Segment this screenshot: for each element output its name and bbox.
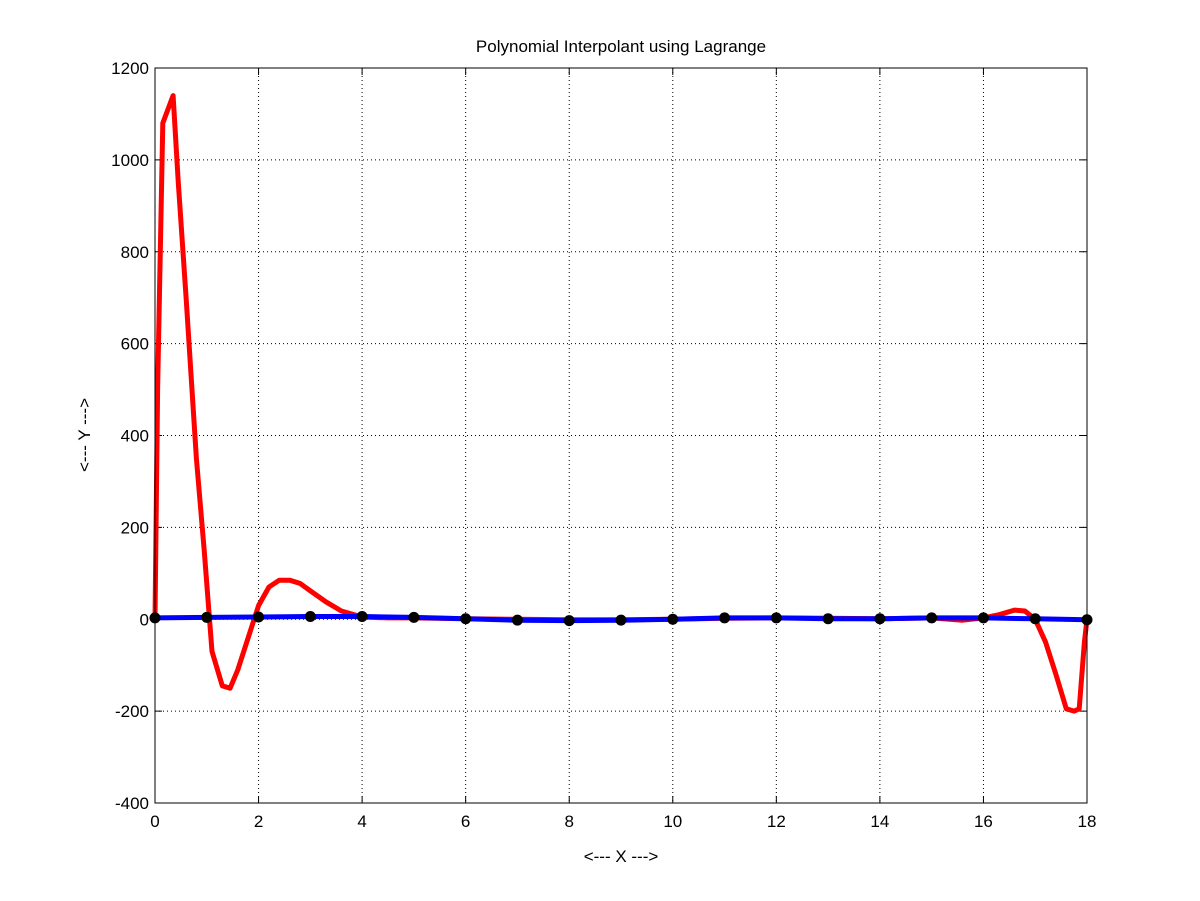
y-tick-label: 800 — [121, 243, 149, 262]
x-tick-label: 10 — [663, 812, 682, 831]
x-tick-label: 16 — [974, 812, 993, 831]
data-point-marker — [304, 610, 316, 622]
marker-layer — [149, 610, 1093, 627]
data-point-marker — [1029, 613, 1041, 625]
y-axis-label: <--- Y ---> — [75, 398, 94, 472]
data-point-marker — [926, 612, 938, 624]
y-tick-label: 1000 — [111, 151, 149, 170]
y-tick-label: -400 — [115, 794, 149, 813]
x-axis-label: <--- X ---> — [584, 847, 659, 866]
x-tick-label: 0 — [150, 812, 159, 831]
y-tick-label: 200 — [121, 518, 149, 537]
y-tick-label: 0 — [140, 610, 149, 629]
data-point-marker — [874, 613, 886, 625]
x-tick-label: 12 — [767, 812, 786, 831]
data-point-marker — [201, 611, 213, 623]
x-tick-label: 6 — [461, 812, 470, 831]
data-point-marker — [460, 613, 472, 625]
data-point-marker — [356, 610, 368, 622]
x-tick-label: 8 — [564, 812, 573, 831]
y-tick-label: 1200 — [111, 59, 149, 78]
data-point-marker — [511, 614, 523, 626]
x-tick-label: 14 — [870, 812, 889, 831]
data-point-marker — [615, 614, 627, 626]
x-tick-label: 18 — [1078, 812, 1097, 831]
x-tick-label: 4 — [357, 812, 366, 831]
data-point-marker — [563, 615, 575, 627]
chart-title: Polynomial Interpolant using Lagrange — [476, 37, 766, 56]
y-tick-label: 600 — [121, 335, 149, 354]
data-point-marker — [719, 612, 731, 624]
y-tick-label: 400 — [121, 427, 149, 446]
data-point-marker — [667, 613, 679, 625]
x-tick-label: 2 — [254, 812, 263, 831]
data-point-marker — [977, 612, 989, 624]
y-tick-label: -200 — [115, 702, 149, 721]
plot-frame — [154, 67, 1088, 804]
data-point-marker — [408, 611, 420, 623]
data-point-marker — [822, 613, 834, 625]
data-point-marker — [253, 611, 265, 623]
tick-labels: 0 2 4 6 8 10 12 14 16 18 -400 -200 0 200 400 600 800 1000… — [111, 59, 1096, 831]
data-point-marker — [770, 612, 782, 624]
